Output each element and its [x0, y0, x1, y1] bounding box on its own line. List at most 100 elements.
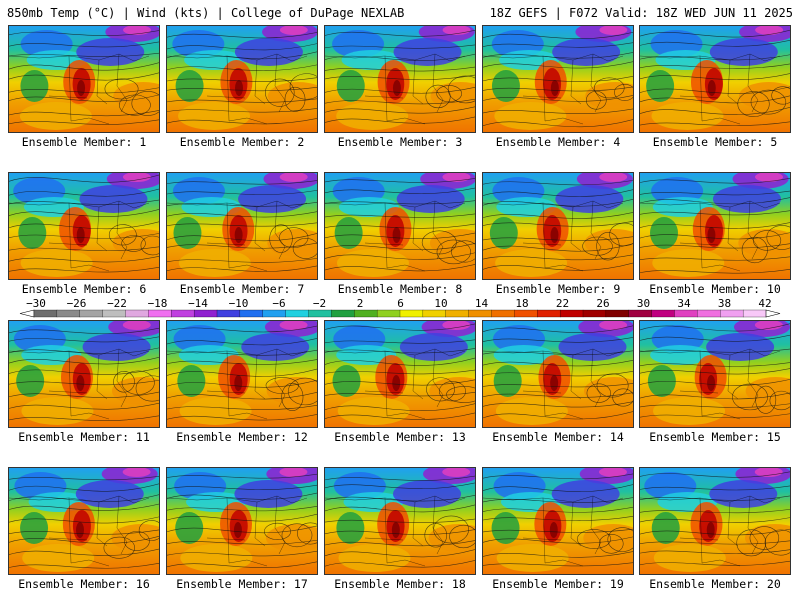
- colorbar-tick-label: 38: [718, 297, 731, 310]
- wind-contour: [325, 44, 475, 49]
- colorbar-swatch: [33, 309, 58, 318]
- wind-contour: [640, 413, 790, 419]
- temp-blob: [707, 227, 716, 243]
- temp-blob: [19, 102, 92, 130]
- wind-contour: [483, 212, 633, 219]
- wind-contour: [167, 484, 317, 490]
- ensemble-member-label: Ensemble Member: 11: [18, 430, 150, 444]
- temp-blob: [496, 544, 569, 572]
- wind-contour: [483, 243, 633, 252]
- temp-blob: [653, 397, 726, 425]
- wind-contour: [9, 391, 159, 398]
- temp-blob: [712, 185, 781, 213]
- wind-contour: [483, 516, 633, 521]
- temp-blob: [646, 70, 675, 102]
- map-borders: [325, 53, 466, 125]
- wind-contour: [167, 492, 317, 500]
- wind-contour: [9, 336, 159, 343]
- temp-blob: [647, 365, 676, 397]
- wind-contour: [640, 495, 790, 501]
- wind-contour: [167, 64, 317, 71]
- wind-contour: [138, 520, 159, 541]
- temp-blob: [338, 544, 411, 572]
- wind-contour: [594, 77, 625, 99]
- wind-contour: [167, 265, 317, 272]
- wind-contour: [9, 52, 159, 57]
- wind-contour: [640, 323, 790, 332]
- wind-contour: [640, 243, 790, 249]
- colorbar-tick-label: −22: [107, 297, 127, 310]
- wind-contour: [483, 236, 633, 241]
- map-svg: [640, 468, 790, 574]
- temp-blob: [336, 512, 365, 544]
- temp-blob: [75, 522, 84, 538]
- wind-contour: [167, 550, 317, 557]
- wind-contour: [325, 243, 475, 251]
- map-svg: [9, 468, 159, 574]
- colorbar-swatch: [422, 309, 447, 318]
- temp-blob: [392, 80, 401, 96]
- temp-blob: [113, 82, 159, 110]
- colorbar-swatch: [102, 309, 126, 318]
- wind-contour: [483, 325, 633, 334]
- map-svg: [483, 468, 633, 574]
- temp-blob: [178, 102, 251, 130]
- map-borders: [640, 495, 781, 567]
- wind-contour: [9, 110, 159, 117]
- temp-blob: [177, 365, 206, 397]
- temp-blob: [755, 173, 784, 182]
- wind-contour: [167, 539, 317, 545]
- temp-blob: [552, 38, 621, 66]
- wind-contour: [640, 222, 790, 229]
- temp-blob: [180, 544, 253, 572]
- colorbar-tick-label: 34: [677, 297, 691, 310]
- colorbar-swatch: [262, 309, 287, 318]
- map-borders: [483, 495, 624, 567]
- ensemble-panel: Ensemble Member: 7: [166, 172, 318, 296]
- wind-contour: [325, 379, 475, 386]
- temp-blob: [496, 197, 557, 217]
- wind-contour: [167, 325, 317, 333]
- wind-contour: [167, 32, 317, 39]
- wind-contour: [167, 525, 317, 534]
- temp-blob: [555, 185, 624, 213]
- temp-blob: [279, 321, 308, 330]
- wind-contour: [167, 561, 317, 568]
- ensemble-map: [482, 25, 634, 133]
- ensemble-map: [482, 320, 634, 428]
- wind-contour: [325, 187, 475, 194]
- map-svg: [325, 26, 475, 132]
- wind-contour: [292, 238, 317, 259]
- temp-blob: [495, 397, 568, 425]
- colorbar-swatch: [514, 309, 538, 318]
- temp-blob: [738, 229, 790, 257]
- wind-contour: [9, 30, 159, 36]
- wind-contour: [113, 371, 135, 393]
- wind-contour: [325, 504, 475, 513]
- wind-contour: [9, 516, 159, 524]
- temp-blob: [175, 70, 204, 102]
- wind-contour: [640, 197, 790, 205]
- temp-blob: [235, 80, 244, 96]
- wind-contour: [640, 540, 790, 545]
- colorbar-swatch: [376, 309, 401, 318]
- wind-contour: [167, 108, 317, 113]
- temp-blob: [442, 321, 471, 330]
- ensemble-member-label: Ensemble Member: 12: [176, 430, 308, 444]
- wind-contour: [167, 473, 317, 479]
- map-svg: [167, 173, 317, 279]
- wind-contour: [483, 473, 633, 480]
- wind-contour: [167, 404, 317, 410]
- temp-blob: [241, 333, 310, 361]
- colorbar-swatch: [537, 309, 561, 318]
- ensemble-panel: Ensemble Member: 13: [324, 320, 476, 444]
- temp-blob: [20, 70, 49, 102]
- ensemble-member-label: Ensemble Member: 2: [179, 135, 305, 149]
- title-left: 850mb Temp (°C) | Wind (kts) | College o…: [7, 6, 405, 20]
- colorbar-tick-label: 2: [357, 297, 364, 310]
- colorbar-swatch: [148, 309, 172, 318]
- wind-contour: [607, 527, 633, 552]
- temp-blob: [391, 522, 400, 538]
- wind-contour: [281, 382, 304, 412]
- wind-contour: [325, 475, 475, 481]
